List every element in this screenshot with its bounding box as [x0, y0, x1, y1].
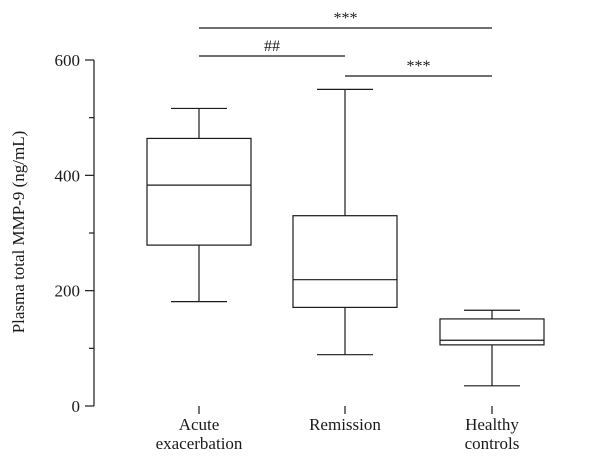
y-tick-label: 200	[55, 282, 81, 301]
iqr-box	[292, 215, 398, 308]
y-axis: 0 200 400 600	[55, 51, 95, 416]
y-tick-label: 400	[55, 166, 81, 185]
iqr-box	[439, 318, 545, 346]
y-tick-label: 0	[72, 397, 81, 416]
x-category-label: Acute exacerbation	[156, 415, 243, 453]
box-group	[292, 88, 398, 356]
significance-brackets: *** ## ***	[199, 10, 492, 77]
x-category-label: Remission	[309, 415, 381, 434]
y-tick-label: 600	[55, 51, 81, 70]
boxes	[146, 88, 545, 387]
x-category-label: Healthy controls	[465, 415, 520, 453]
x-axis: Acute exacerbation Remission Healthy control…	[156, 406, 520, 453]
box-group	[439, 309, 545, 387]
y-axis-label: Plasma total MMP-9 (ng/mL)	[9, 131, 28, 334]
box-group	[146, 107, 252, 303]
significance-label: ##	[264, 38, 280, 55]
significance-label: ***	[334, 10, 358, 27]
significance-label: ***	[407, 58, 431, 75]
iqr-box	[146, 137, 252, 246]
